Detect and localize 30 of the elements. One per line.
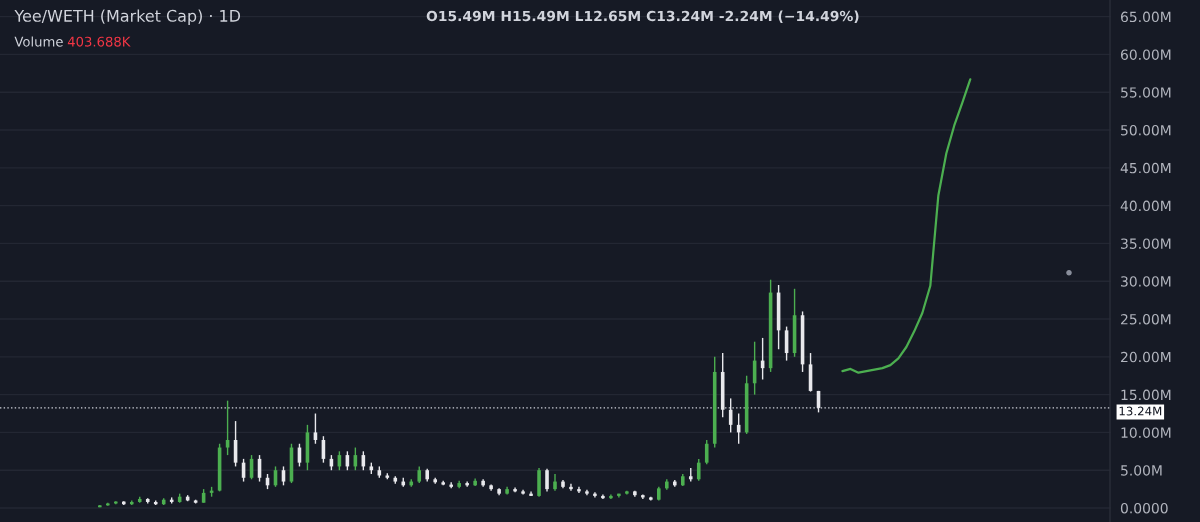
candlestick — [696, 458, 701, 482]
candlestick — [704, 439, 709, 465]
y-tick-label: 25.00M — [1121, 313, 1171, 325]
y-tick-label: 20.00M — [1121, 351, 1171, 363]
candlestick — [601, 493, 605, 500]
y-tick-label: 50.00M — [1121, 125, 1171, 136]
y-tick-label: 55.00M — [1121, 87, 1171, 98]
y-tick-label: 5.00M — [1121, 465, 1162, 476]
y-tick-label: 65.00M — [1120, 11, 1171, 23]
line-series — [841, 78, 972, 374]
y-tick-label: 35.00M — [1121, 238, 1171, 249]
ref-line-label: 13.24M — [1119, 406, 1162, 416]
annotation: O15.49M H15.49M L12.65M C13.24M -2.24M (−14.49%) — [426, 10, 859, 23]
y-tick-label: 30.00M — [1121, 276, 1171, 287]
annotation: Volume — [14, 36, 63, 47]
candlestick — [609, 493, 613, 500]
candlestick — [577, 486, 581, 494]
y-tick-label: 60.00M — [1120, 49, 1171, 60]
candlestick — [529, 490, 533, 497]
y-tick-label: 10.00M — [1121, 427, 1171, 438]
text: Yee/WETH (Market Cap) · 1D — [14, 9, 241, 25]
y-tick-label: 40.00M — [1120, 200, 1171, 212]
candlestick — [641, 493, 645, 500]
candlestick — [545, 468, 549, 493]
y-tick-label: 45.00M — [1120, 162, 1171, 174]
candlestick — [449, 481, 453, 490]
y-tick-label: 15.00M — [1121, 389, 1171, 401]
y-tick-label: 0.0000 — [1120, 502, 1168, 514]
annotation: 403.688K — [67, 36, 131, 47]
candlestick — [569, 483, 573, 492]
